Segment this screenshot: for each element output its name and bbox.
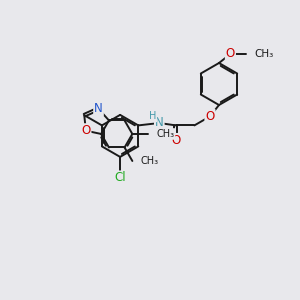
Text: CH₃: CH₃ bbox=[254, 49, 274, 59]
Text: CH₃: CH₃ bbox=[156, 129, 175, 139]
Text: N: N bbox=[155, 116, 164, 130]
Text: Cl: Cl bbox=[114, 171, 126, 184]
Text: CH₃: CH₃ bbox=[141, 156, 159, 166]
Text: O: O bbox=[226, 47, 235, 61]
Text: O: O bbox=[81, 124, 91, 137]
Text: H: H bbox=[149, 111, 156, 122]
Text: N: N bbox=[94, 102, 103, 116]
Text: O: O bbox=[171, 134, 180, 147]
Text: O: O bbox=[206, 110, 214, 123]
